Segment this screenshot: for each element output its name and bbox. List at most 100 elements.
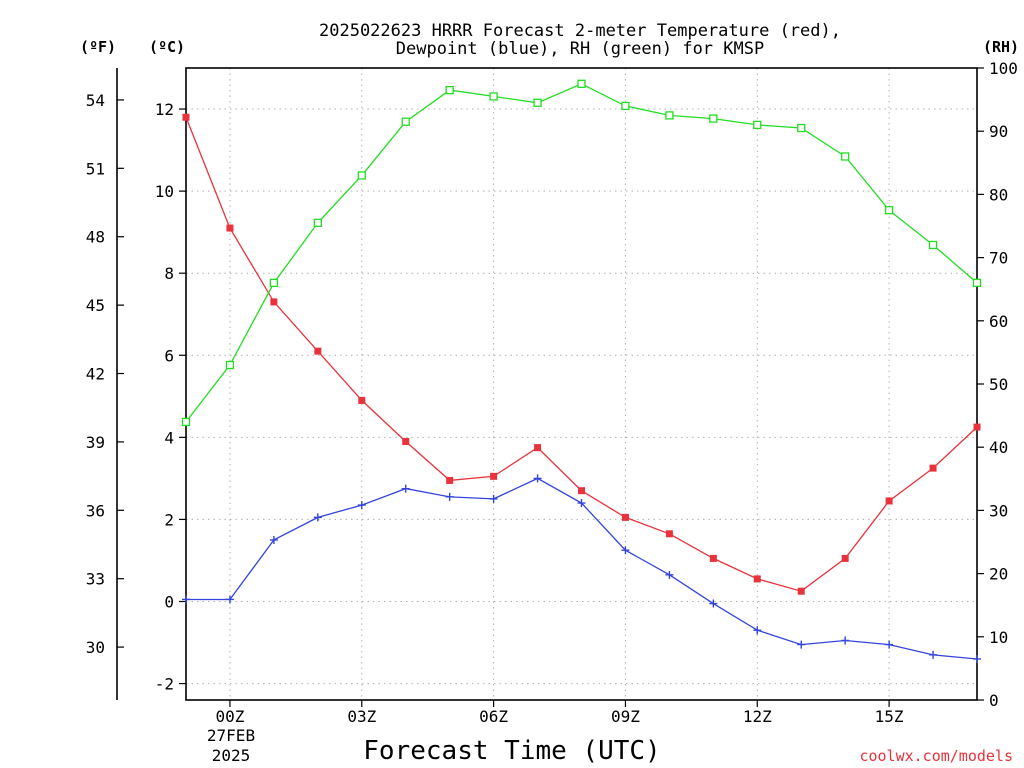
rh-point [489, 92, 498, 101]
rh-point [665, 111, 674, 120]
rh-tick-label: 70 [989, 249, 1008, 268]
temperature-point [665, 530, 673, 538]
rh-tick-label: 100 [989, 59, 1018, 78]
dewpoint-point [489, 494, 498, 503]
rh-point [972, 278, 982, 288]
dewpoint-point [225, 595, 234, 604]
temperature-point [270, 298, 278, 306]
celsius-axis-label: (ºC) [149, 38, 185, 56]
temperature-point [534, 444, 542, 452]
axes: 00Z 03Z 06Z 09Z 12Z 15Z -2 0 2 4 6 8 10 12 30 33 36 39 42 4… [86, 59, 1018, 726]
rh-tick-label: 90 [989, 122, 1008, 141]
dewpoint-point [401, 484, 410, 493]
rh-point [709, 114, 718, 123]
rh-point [797, 123, 806, 133]
rh-series-line [185, 83, 978, 423]
x-tick-label: 15Z [875, 707, 904, 726]
celsius-tick-label: 8 [164, 264, 174, 283]
dewpoint-point [797, 640, 806, 649]
x-tick-label: 00Z [215, 707, 244, 726]
dewpoint-point [885, 640, 894, 649]
rh-tick-label: 40 [989, 438, 1008, 457]
rh-point [401, 117, 410, 126]
dewpoint-point [665, 570, 674, 579]
dewpoint-point [709, 599, 718, 608]
temperature-point [446, 476, 454, 484]
x-tick-label: 06Z [479, 707, 508, 726]
rh-point [533, 98, 542, 107]
data-series [181, 79, 982, 663]
celsius-tick-label: 12 [155, 100, 174, 119]
grid-lines [186, 68, 977, 700]
rh-point [313, 218, 322, 227]
rh-point [841, 152, 850, 161]
celsius-tick-label: -2 [155, 675, 174, 694]
x-date-label-year: 2025 [212, 746, 251, 765]
x-axis-label: Forecast Time (UTC) [363, 736, 660, 766]
rh-tick-label: 10 [989, 628, 1008, 647]
temperature-point [753, 575, 761, 583]
x-date-label-day: 27FEB [207, 726, 255, 745]
dewpoint-point [753, 626, 762, 635]
temperature-point [621, 513, 629, 521]
celsius-tick-label: 4 [164, 428, 174, 447]
temperature-point [226, 224, 234, 232]
temperature-point [885, 497, 893, 505]
fahrenheit-tick-label: 36 [86, 501, 105, 520]
chart-title-line-2: Dewpoint (blue), RH (green) for KMSP [396, 39, 764, 59]
temperature-point [402, 437, 410, 445]
fahrenheit-axis-label: (ºF) [80, 38, 116, 56]
rh-point [269, 278, 279, 288]
dewpoint-point [929, 650, 938, 659]
dewpoint-point [621, 546, 630, 555]
dewpoint-point [313, 513, 322, 522]
rh-point [928, 240, 938, 250]
rh-axis-label: (RH) [983, 38, 1019, 56]
temperature-point [578, 487, 585, 495]
x-tick-label: 12Z [743, 707, 772, 726]
temperature-point [358, 396, 366, 404]
rh-point [753, 120, 762, 130]
fahrenheit-tick-label: 30 [86, 638, 105, 657]
temperature-point [490, 472, 498, 480]
dewpoint-point [445, 492, 454, 501]
rh-point [884, 206, 894, 215]
x-tick-label: 09Z [611, 707, 640, 726]
fahrenheit-tick-label: 45 [86, 296, 105, 315]
celsius-tick-label: 10 [155, 182, 174, 201]
temperature-point [797, 587, 805, 595]
rh-point [621, 101, 630, 111]
x-tick-label: 03Z [347, 707, 376, 726]
fahrenheit-tick-label: 39 [86, 433, 105, 452]
rh-point [225, 360, 235, 370]
celsius-tick-label: 2 [164, 510, 174, 529]
celsius-tick-label: 0 [164, 593, 174, 612]
rh-tick-label: 60 [989, 312, 1008, 331]
dewpoint-point [533, 474, 542, 483]
fahrenheit-tick-label: 51 [86, 159, 105, 178]
plot-frame [185, 67, 978, 701]
chart-title-line-1: 2025022623 HRRR Forecast 2-meter Tempera… [319, 21, 841, 41]
fahrenheit-tick-label: 48 [86, 228, 105, 247]
dewpoint-point [841, 636, 850, 645]
temperature-point [929, 464, 937, 472]
temperature-point [709, 554, 717, 562]
credit-text: coolwx.com/models [859, 747, 1013, 765]
rh-tick-label: 30 [989, 501, 1008, 520]
rh-point [445, 85, 454, 95]
rh-tick-label: 80 [989, 185, 1008, 204]
fahrenheit-tick-label: 54 [86, 91, 105, 110]
fahrenheit-tick-label: 42 [86, 365, 105, 384]
rh-tick-label: 20 [989, 565, 1008, 584]
dewpoint-point [269, 535, 278, 544]
dewpoint-point [182, 595, 190, 604]
dewpoint-point [973, 654, 981, 663]
rh-point [577, 79, 586, 88]
rh-point [181, 417, 191, 427]
dewpoint-point [357, 501, 366, 510]
temperature-point [314, 347, 322, 355]
temperature-point [973, 423, 981, 431]
temperature-series-line [185, 116, 978, 592]
fahrenheit-tick-label: 33 [86, 570, 105, 589]
